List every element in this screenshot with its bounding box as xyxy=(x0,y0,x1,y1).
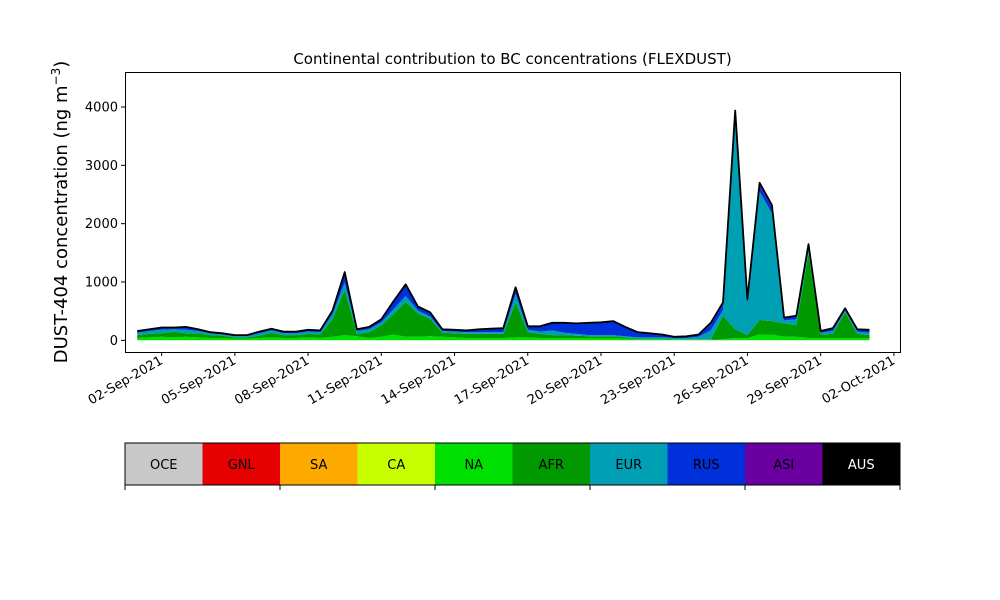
stacked-areas xyxy=(137,110,870,341)
legend-label-oce: OCE xyxy=(150,458,178,473)
legend-label-rus: RUS xyxy=(693,458,720,473)
legend-swatch-eur xyxy=(590,443,668,485)
x-tick-label: 14-Sep-2021 xyxy=(379,353,459,408)
legend-label-ca: CA xyxy=(387,458,405,473)
legend-label-afr: AFR xyxy=(539,458,564,473)
x-tick-label: 29-Sep-2021 xyxy=(745,353,825,408)
x-tick-label: 11-Sep-2021 xyxy=(305,353,385,408)
x-tick-label: 02-Oct-2021 xyxy=(820,353,898,407)
legend-label-aus: AUS xyxy=(848,458,875,473)
legend-label-asi: ASI xyxy=(773,458,794,473)
legend-swatch-oce xyxy=(125,443,203,485)
y-axis-label-unit-exponent: −3 xyxy=(49,68,63,86)
legend-swatch-afr xyxy=(512,443,591,485)
y-axis-label: DUST-404 concentration (ng m−3) xyxy=(49,61,72,364)
total-line xyxy=(137,109,870,338)
legend-swatch-gnl xyxy=(202,443,281,485)
legend-label-eur: EUR xyxy=(615,458,642,473)
legend-swatch-rus xyxy=(667,443,746,485)
y-tick-label: 2000 xyxy=(85,217,118,232)
y-tick-label: 1000 xyxy=(85,276,118,291)
plot-area xyxy=(125,72,901,353)
x-tick-label: 05-Sep-2021 xyxy=(159,353,239,408)
legend-label-gnl: GNL xyxy=(228,458,256,473)
area-na xyxy=(137,334,870,341)
y-tick-label: 3000 xyxy=(85,159,118,174)
chart-title: Continental contribution to BC concentra… xyxy=(293,50,731,68)
legend-swatch-ca xyxy=(357,443,436,485)
area-eur xyxy=(137,119,870,340)
legend-swatch-asi xyxy=(745,443,823,485)
legend-label-sa: SA xyxy=(310,458,327,473)
legend-colorbar: OCE GNL SA CA NA AFR EUR RUS ASI AUS xyxy=(124,442,901,490)
x-tick-label: 26-Sep-2021 xyxy=(672,353,752,408)
legend-swatch-aus xyxy=(822,443,901,485)
y-axis-label-close: ) xyxy=(51,61,72,68)
x-tick-label: 08-Sep-2021 xyxy=(232,353,312,408)
y-tick-label: 4000 xyxy=(85,101,118,116)
x-tick-label: 23-Sep-2021 xyxy=(598,353,678,408)
y-axis: 0 1000 2000 3000 4000 xyxy=(85,101,125,349)
y-axis-label-main: DUST-404 concentration (ng m xyxy=(51,85,72,363)
x-tick-label: 20-Sep-2021 xyxy=(525,353,605,408)
legend-swatch-na xyxy=(435,443,513,485)
legend-label-na: NA xyxy=(464,458,483,473)
area-afr xyxy=(137,253,870,340)
x-axis: 02-Sep-202105-Sep-202108-Sep-202111-Sep-… xyxy=(86,352,898,408)
x-tick-label: 02-Sep-2021 xyxy=(86,353,166,408)
plot-frame xyxy=(125,72,901,353)
legend-swatch-sa xyxy=(280,443,358,485)
y-tick-label: 0 xyxy=(110,334,118,349)
x-tick-label: 17-Sep-2021 xyxy=(452,353,532,408)
legend-frame xyxy=(124,442,901,486)
